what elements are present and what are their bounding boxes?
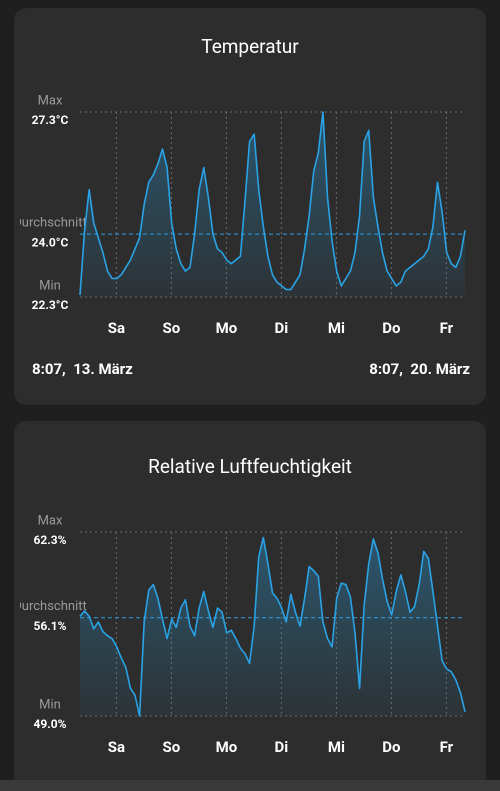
start-date: 8:07, 13. März bbox=[32, 360, 133, 378]
y-tick-label: 62.3% bbox=[33, 533, 66, 547]
x-tick-label: Sa bbox=[108, 738, 125, 756]
chart-title: Temperatur bbox=[201, 35, 299, 58]
x-tick-label: Mi bbox=[328, 738, 345, 756]
x-tick-label: Sa bbox=[108, 319, 125, 337]
x-tick-label: Do bbox=[382, 319, 400, 337]
chart-title: Relative Luftfeuchtigkeit bbox=[148, 455, 352, 478]
line bbox=[79, 111, 466, 296]
y-tick-label: 24.0°C bbox=[32, 235, 69, 249]
y-tick-name: Durchschnitt bbox=[13, 216, 86, 231]
y-tick-name: Min bbox=[39, 697, 61, 712]
end-date: 8:07, 20. März bbox=[369, 360, 470, 378]
area bbox=[80, 537, 465, 716]
y-tick-label: 27.3°C bbox=[32, 113, 69, 127]
x-tick-label: Di bbox=[275, 319, 289, 337]
x-tick-label: Do bbox=[382, 738, 400, 756]
bottom-bar bbox=[0, 780, 500, 791]
x-tick-label: Mo bbox=[216, 738, 238, 756]
y-tick-label: 56.1% bbox=[33, 619, 66, 633]
x-tick-label: Mo bbox=[216, 319, 238, 337]
y-tick-name: Durchschnitt bbox=[13, 599, 86, 614]
x-tick-label: Fr bbox=[440, 319, 454, 337]
x-tick-label: So bbox=[163, 738, 181, 756]
y-tick-name: Max bbox=[38, 93, 63, 108]
x-tick-label: So bbox=[163, 319, 181, 337]
y-tick-label: 49.0% bbox=[33, 717, 66, 731]
y-tick-label: 22.3°C bbox=[32, 298, 69, 312]
x-tick-label: Mi bbox=[328, 319, 345, 337]
x-tick-label: Di bbox=[275, 738, 289, 756]
x-tick-label: Fr bbox=[440, 738, 454, 756]
line bbox=[79, 536, 466, 717]
y-tick-name: Min bbox=[39, 278, 61, 293]
y-tick-name: Max bbox=[38, 513, 63, 528]
